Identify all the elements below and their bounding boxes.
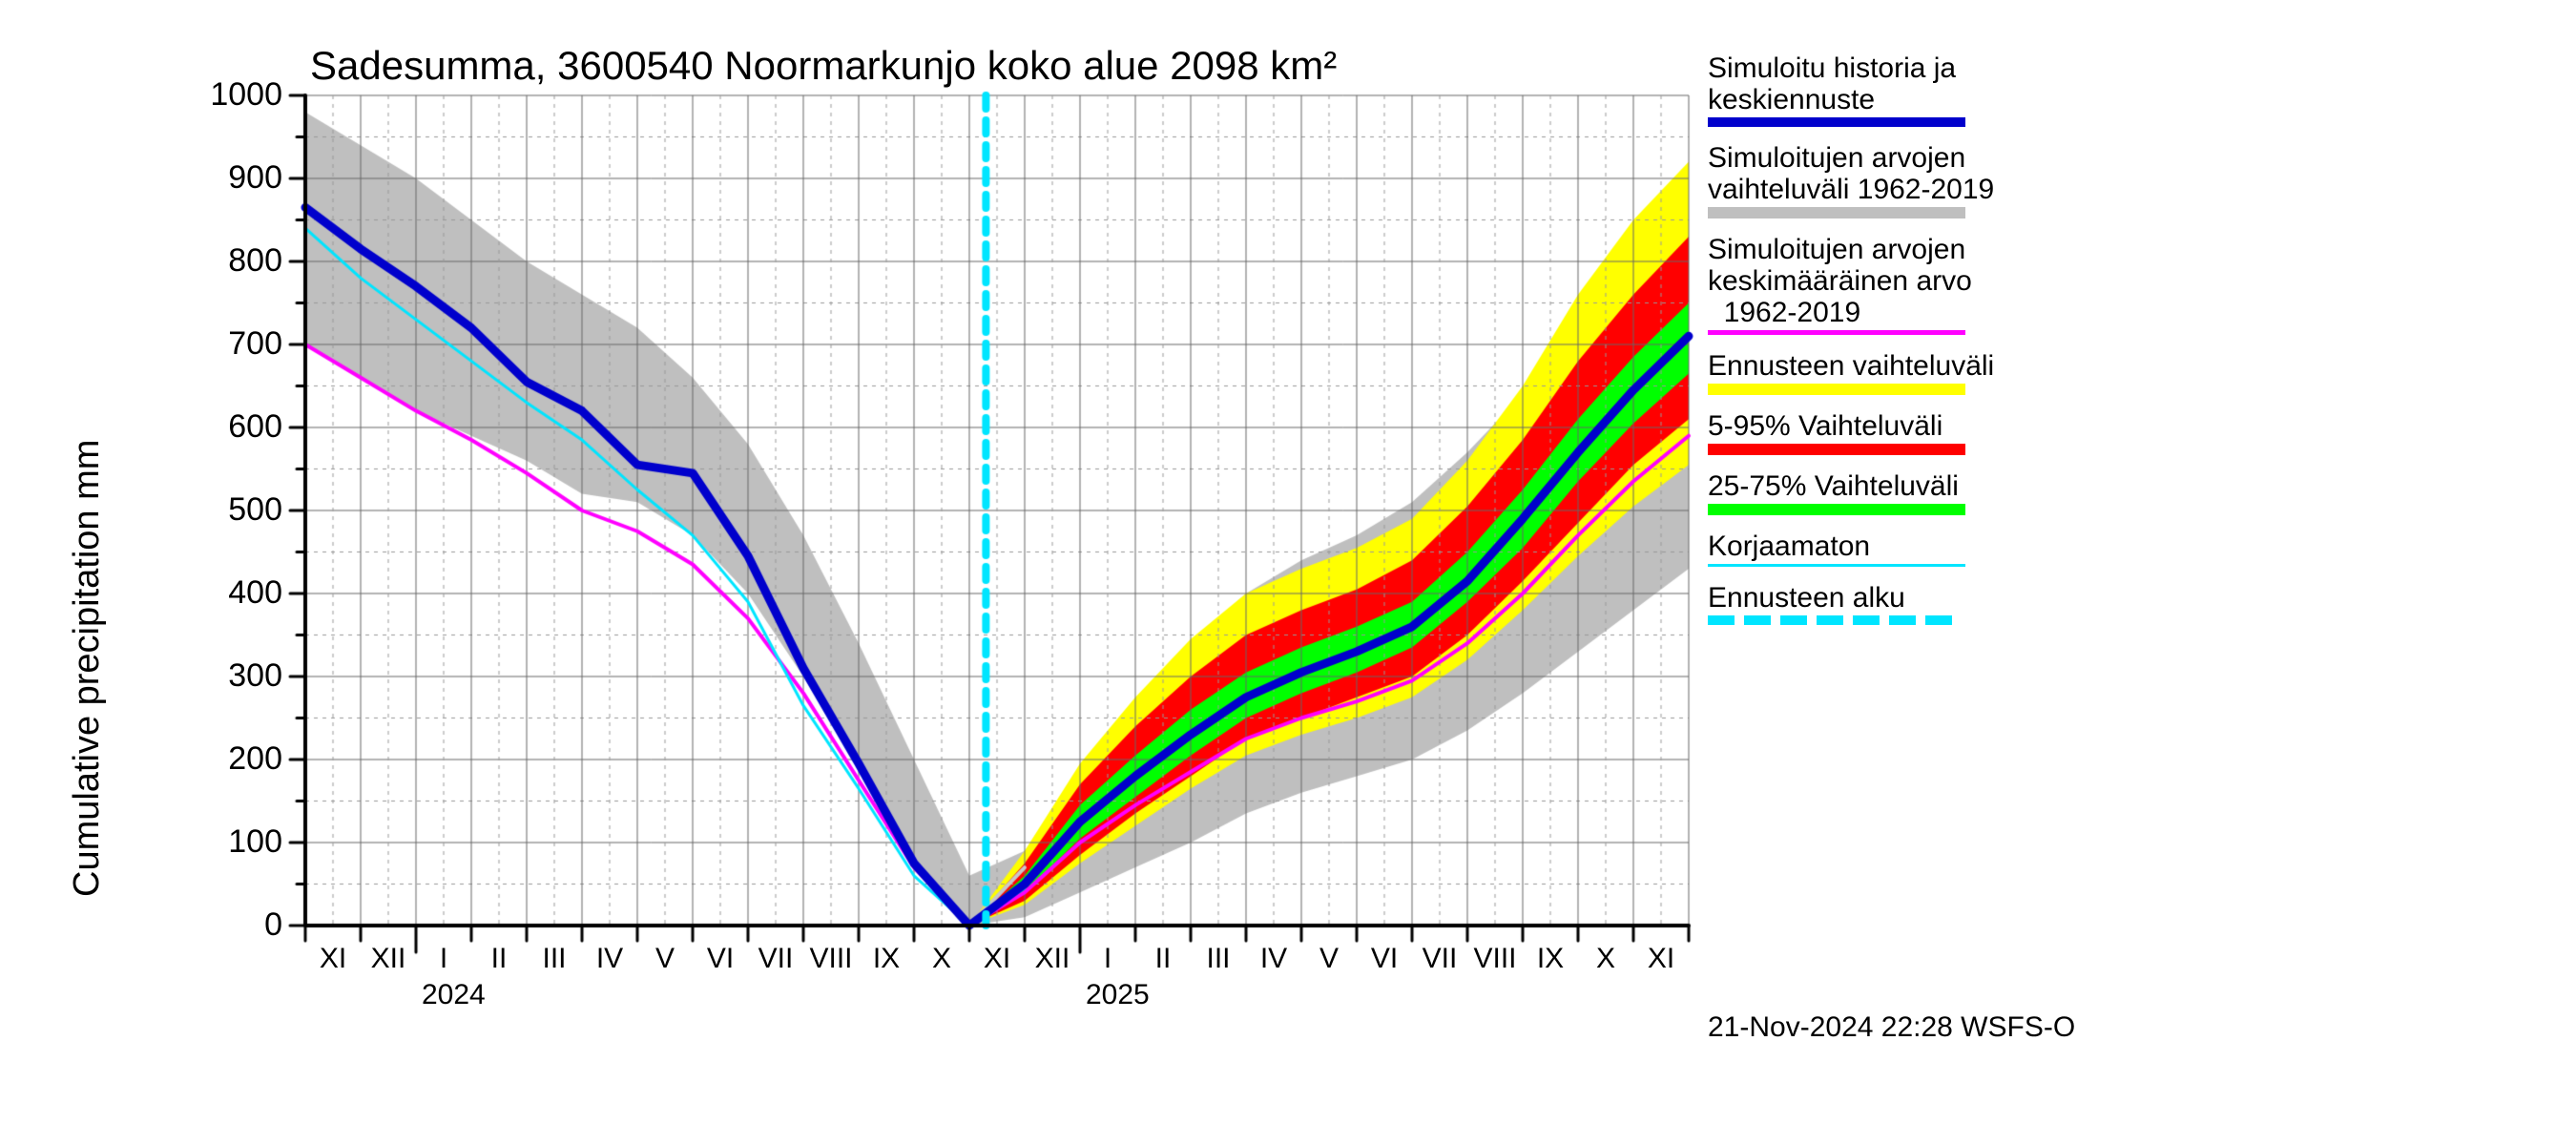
- x-tick-label: XI: [984, 943, 1010, 975]
- y-tick-label: 500: [228, 491, 282, 529]
- y-tick-label: 400: [228, 574, 282, 612]
- legend-swatch: [1708, 384, 1965, 395]
- x-tick-label: VIII: [809, 943, 852, 975]
- legend-swatch: [1708, 615, 1965, 625]
- legend-swatch: [1708, 330, 1965, 335]
- y-axis-label: Cumulative precipitation mm: [67, 440, 108, 897]
- legend-label: Ennusteen alku: [1708, 582, 1905, 614]
- x-tick-label: X: [932, 943, 951, 975]
- year-label: 2025: [1086, 979, 1150, 1011]
- legend-swatch: [1708, 444, 1965, 455]
- legend-label: Simuloitu historia jakeskiennuste: [1708, 52, 1956, 115]
- y-tick-label: 0: [264, 906, 282, 944]
- legend-label: Simuloitujen arvojenkeskimääräinen arvo …: [1708, 234, 1972, 328]
- x-tick-label: IV: [596, 943, 623, 975]
- x-tick-label: X: [1596, 943, 1615, 975]
- x-tick-label: V: [655, 943, 675, 975]
- y-tick-label: 800: [228, 242, 282, 280]
- y-tick-label: 200: [228, 740, 282, 778]
- x-tick-label: III: [542, 943, 566, 975]
- x-tick-label: XI: [320, 943, 346, 975]
- x-tick-label: I: [440, 943, 447, 975]
- y-tick-label: 600: [228, 408, 282, 446]
- x-tick-label: VII: [758, 943, 794, 975]
- y-tick-label: 700: [228, 325, 282, 363]
- x-tick-label: VII: [1423, 943, 1458, 975]
- x-tick-label: XII: [371, 943, 406, 975]
- y-tick-label: 300: [228, 657, 282, 695]
- x-tick-label: VIII: [1473, 943, 1516, 975]
- x-tick-label: I: [1104, 943, 1111, 975]
- legend-swatch: [1708, 504, 1965, 515]
- x-tick-label: IV: [1260, 943, 1287, 975]
- y-tick-label: 1000: [210, 76, 282, 114]
- chart-container: Sadesumma, 3600540 Noormarkunjo koko alu…: [0, 0, 2576, 1145]
- legend-swatch: [1708, 117, 1965, 127]
- x-tick-label: XI: [1648, 943, 1674, 975]
- legend-label: 25-75% Vaihteluväli: [1708, 470, 1959, 502]
- legend-label: Simuloitujen arvojenvaihteluväli 1962-20…: [1708, 142, 1994, 205]
- x-tick-label: VI: [1371, 943, 1398, 975]
- x-tick-label: IX: [873, 943, 900, 975]
- y-tick-label: 100: [228, 823, 282, 861]
- y-tick-label: 900: [228, 159, 282, 197]
- x-tick-label: III: [1206, 943, 1230, 975]
- x-tick-label: XII: [1035, 943, 1070, 975]
- x-tick-label: II: [1155, 943, 1172, 975]
- x-tick-label: VI: [707, 943, 734, 975]
- x-tick-label: II: [491, 943, 508, 975]
- legend-label: Ennusteen vaihteluväli: [1708, 350, 1994, 382]
- x-tick-label: IX: [1537, 943, 1564, 975]
- legend-label: Korjaamaton: [1708, 531, 1870, 562]
- legend-label: 5-95% Vaihteluväli: [1708, 410, 1942, 442]
- footer-timestamp: 21-Nov-2024 22:28 WSFS-O: [1708, 1011, 2075, 1044]
- year-label: 2024: [422, 979, 486, 1011]
- chart-title: Sadesumma, 3600540 Noormarkunjo koko alu…: [310, 43, 1337, 89]
- x-tick-label: V: [1319, 943, 1339, 975]
- legend-swatch: [1708, 207, 1965, 219]
- legend-swatch: [1708, 564, 1965, 567]
